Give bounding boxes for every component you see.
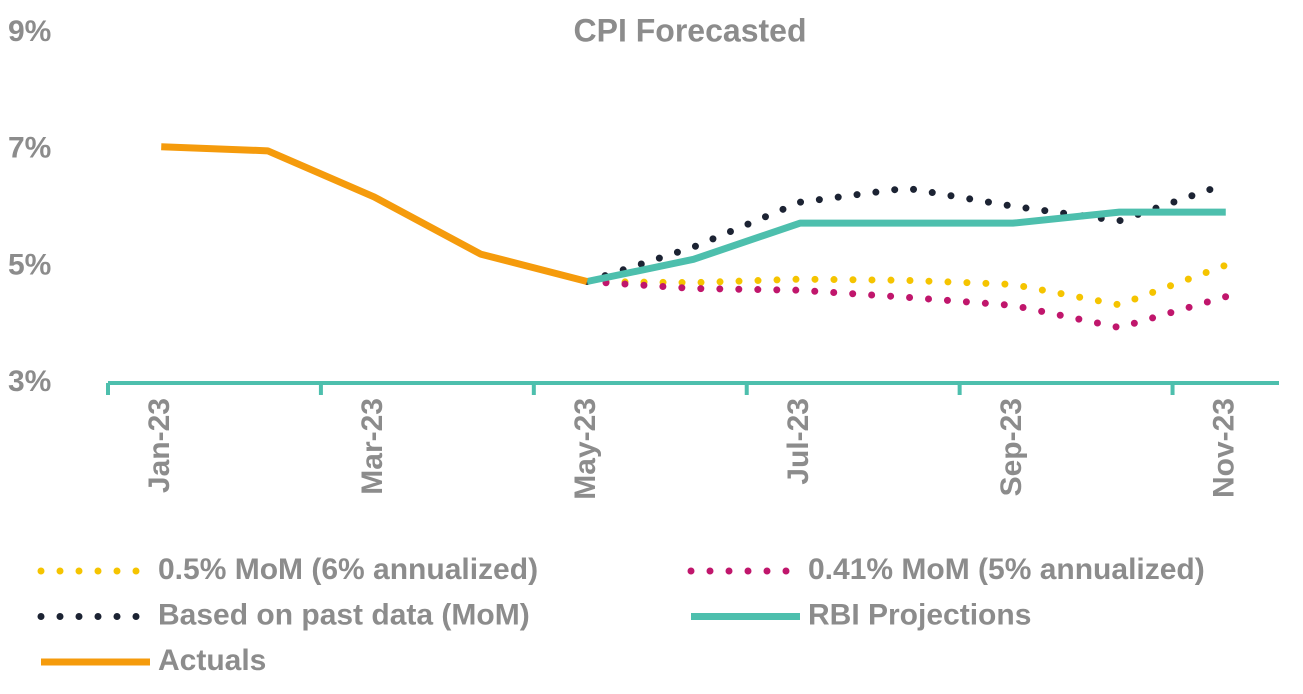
y-tick-label: 3% bbox=[8, 365, 51, 398]
y-tick-label: 7% bbox=[8, 132, 51, 165]
x-tick-label: Nov-23 bbox=[1208, 398, 1241, 498]
legend-label: 0.41% MoM (5% annualized) bbox=[808, 553, 1205, 586]
x-tick-label: May-23 bbox=[569, 398, 602, 500]
series-line bbox=[583, 278, 1230, 332]
y-tick-label: 5% bbox=[8, 248, 51, 281]
chart-title: CPI Forecasted bbox=[574, 12, 807, 48]
x-tick-label: Mar-23 bbox=[356, 398, 389, 495]
x-tick-label: Jul-23 bbox=[782, 398, 815, 485]
series-line bbox=[586, 208, 1226, 285]
legend-label: 0.5% MoM (6% annualized) bbox=[158, 553, 538, 586]
series-line bbox=[583, 180, 1230, 285]
series-line bbox=[161, 143, 588, 285]
x-tick-label: Jan-23 bbox=[143, 398, 176, 493]
y-tick-label: 9% bbox=[8, 15, 51, 48]
series-line bbox=[583, 261, 1230, 309]
x-tick-label: Sep-23 bbox=[995, 398, 1028, 496]
legend-label: Actuals bbox=[158, 644, 266, 677]
legend-label: RBI Projections bbox=[808, 598, 1031, 631]
legend-label: Based on past data (MoM) bbox=[158, 598, 530, 631]
